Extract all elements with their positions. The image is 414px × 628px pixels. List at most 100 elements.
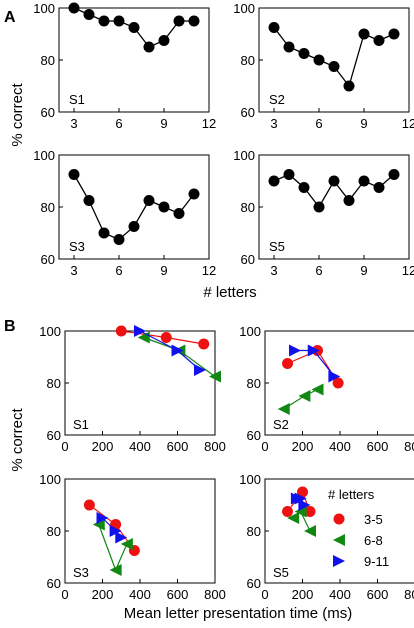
a-ytick-label: 60: [41, 252, 55, 267]
b-marker-left-triangle: [294, 505, 307, 518]
b-ytick-label: 80: [47, 376, 61, 391]
a-xtick-label: 3: [270, 263, 277, 278]
b-ytick-label: 100: [239, 324, 261, 339]
a-data-point: [313, 54, 325, 66]
a-xtick-label: 12: [402, 116, 414, 131]
a-xtick-label: 3: [270, 116, 277, 131]
a-xtick-label: 9: [160, 116, 167, 131]
b-xtick-label: 600: [167, 439, 189, 454]
a-data-point: [373, 35, 385, 46]
b-xtick-label: 0: [261, 439, 268, 454]
a-ylabel: % correct: [9, 83, 26, 147]
a-xtick-label: 9: [360, 263, 367, 278]
a-data-point: [68, 169, 80, 180]
b-xtick-label: 400: [129, 587, 151, 602]
a-ytick-label: 100: [33, 1, 55, 16]
a-xtick-label: 9: [360, 116, 367, 131]
a-data-point: [173, 208, 185, 219]
b-xtick-label: 600: [367, 587, 389, 602]
a-xtick-label: 12: [202, 263, 216, 278]
a-data-point: [143, 195, 155, 206]
a-data-point: [283, 169, 295, 180]
a-ytick-label: 60: [241, 252, 255, 267]
a-subject-label: S3: [69, 239, 85, 254]
a-xtick-label: 6: [315, 263, 322, 278]
a-data-point: [98, 227, 110, 239]
b-ytick-label: 100: [239, 472, 261, 487]
a-data-point: [373, 182, 385, 193]
b-marker-left-triangle: [120, 538, 133, 550]
b-marker-right-triangle: [171, 344, 184, 357]
a-data-point: [343, 195, 355, 206]
a-data-point: [113, 234, 125, 245]
a-data-point: [83, 9, 95, 20]
a-data-point: [188, 188, 200, 200]
b-xlabel: Mean letter presentation time (ms): [124, 605, 352, 622]
b-marker-right-triangle: [289, 344, 301, 357]
b-marker-circle: [282, 506, 293, 517]
b-subplot-s3: 0 200 400 600 800 60 80 100 S3: [39, 472, 226, 602]
b-xtick-label: 0: [61, 587, 68, 602]
b-ylabel: % correct: [9, 408, 26, 472]
b-xtick-label: 800: [204, 587, 226, 602]
a-subplot-s2: 3 6 9 12 60 80 100 S2: [233, 1, 414, 131]
b-xtick-label: 400: [329, 587, 351, 602]
b-subplot-s1: 0 200 400 600 800 60 80 100 S1: [39, 324, 226, 454]
b-subplot-s5: 0 200 400 600 800 60 80 100 S5: [239, 472, 414, 602]
b-marker-circle: [332, 377, 344, 389]
b-ytick-label: 60: [47, 428, 61, 443]
b-ytick-label: 80: [247, 524, 261, 539]
b-xtick-label: 600: [167, 587, 189, 602]
a-subplot-s5: 3 6 9 12 60 80 100 S5: [233, 148, 414, 278]
b-marker-right-triangle: [134, 325, 146, 337]
b-marker-left-triangle: [304, 525, 316, 537]
panel-label-b: B: [4, 318, 16, 335]
a-xtick-label: 12: [402, 263, 414, 278]
a-data-point: [158, 201, 170, 213]
b-ytick-label: 100: [39, 472, 61, 487]
a-data-point: [173, 15, 185, 27]
b-ytick-label: 80: [47, 524, 61, 539]
b-ytick-label: 60: [247, 576, 261, 591]
b-marker-right-triangle: [298, 499, 311, 511]
a-data-point: [128, 22, 140, 33]
a-data-point: [68, 2, 80, 14]
a-data-point: [298, 182, 310, 193]
panel-label-a: A: [4, 9, 16, 26]
b-xtick-label: 600: [367, 439, 389, 454]
b-xtick-label: 0: [61, 439, 68, 454]
b-marker-left-triangle: [333, 534, 345, 546]
a-data-point: [388, 169, 400, 180]
a-data-point: [268, 22, 280, 33]
b-marker-right-triangle: [194, 364, 206, 376]
b-marker-left-triangle: [277, 403, 290, 415]
b-marker-right-triangle: [294, 492, 307, 505]
b-marker-right-triangle: [307, 344, 320, 357]
a-xtick-label: 3: [70, 116, 77, 131]
a-ytick-label: 80: [241, 200, 255, 215]
b-xtick-label: 200: [292, 439, 314, 454]
b-ytick-label: 60: [247, 428, 261, 443]
a-data-point: [343, 80, 355, 92]
b-xtick-label: 800: [404, 587, 414, 602]
a-xtick-label: 12: [202, 116, 216, 131]
a-subplot-s3: 3 6 9 12 60 80 100 S3: [33, 148, 216, 278]
b-subject-label: S3: [73, 565, 89, 580]
a-xtick-label: 6: [115, 263, 122, 278]
b-marker-circle: [333, 513, 345, 525]
legend-entry: 6-8: [364, 533, 383, 548]
b-xtick-label: 200: [292, 587, 314, 602]
b-subject-label: S5: [273, 565, 289, 580]
b-marker-circle: [198, 338, 210, 350]
a-data-point: [358, 28, 370, 40]
a-data-point: [143, 41, 155, 53]
b-marker-left-triangle: [209, 370, 221, 383]
a-data-point: [113, 15, 125, 27]
b-marker-right-triangle: [96, 512, 109, 524]
b-marker-left-triangle: [109, 564, 122, 576]
a-data-point: [388, 28, 400, 40]
legend-entry: 9-11: [364, 554, 389, 569]
b-ytick-label: 80: [247, 376, 261, 391]
b-xtick-label: 400: [329, 439, 351, 454]
b-marker-circle: [115, 325, 127, 337]
